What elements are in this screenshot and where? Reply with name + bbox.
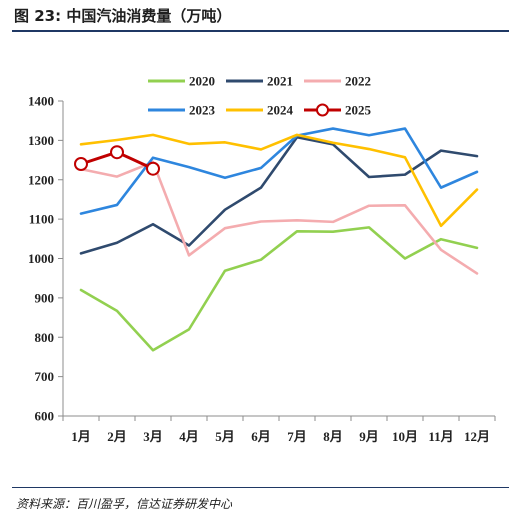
y-tick-label: 1400	[28, 94, 54, 109]
x-tick-label: 12月	[464, 429, 490, 444]
y-tick-label: 700	[35, 369, 55, 384]
series-2025	[74, 145, 160, 176]
data-point	[110, 145, 124, 160]
title-rule	[12, 30, 509, 32]
legend-label: 2023	[189, 103, 216, 118]
axes: 600 700 800 900 1000 1100 1200 1300 1400 1月 2月 3月 4月…	[28, 94, 496, 444]
x-tick-label: 2月	[107, 429, 127, 444]
x-tick-label: 5月	[215, 429, 235, 444]
y-tick-label: 800	[35, 330, 55, 345]
legend-label: 2024	[267, 103, 294, 118]
y-tick-label: 1000	[28, 251, 54, 266]
y-tick-label: 600	[35, 409, 55, 424]
series-line	[79, 226, 479, 352]
source-note: 资料来源：百川盈孚，信达证券研发中心	[16, 497, 233, 511]
source-rule	[12, 487, 509, 488]
legend: 2020 2021 2022 2023 2024 2025	[148, 74, 372, 118]
series-line	[79, 133, 479, 228]
legend-item-2025: 2025	[304, 103, 372, 118]
figure-title: 图 23: 中国汽油消费量（万吨）	[14, 7, 232, 25]
x-tick-label: 6月	[251, 429, 271, 444]
y-tick-label: 1300	[28, 133, 54, 148]
series-2021	[79, 135, 479, 255]
x-tick-label: 3月	[143, 429, 163, 444]
x-tick-label: 9月	[359, 429, 379, 444]
series-2020	[79, 226, 479, 352]
legend-item-2022: 2022	[304, 74, 371, 89]
legend-label: 2021	[267, 74, 293, 89]
line-chart: 2020 2021 2022 2023 2024 2025 600 700 800 900 100…	[28, 74, 496, 444]
y-tick-label: 900	[35, 290, 55, 305]
y-tick-label: 1100	[29, 212, 54, 227]
x-tick-label: 4月	[179, 429, 199, 444]
legend-item-2021: 2021	[226, 74, 293, 89]
legend-item-2023: 2023	[148, 103, 216, 118]
legend-label: 2022	[345, 74, 371, 89]
x-tick-label: 11月	[428, 429, 453, 444]
x-tick-label: 7月	[287, 429, 307, 444]
y-tick-label: 1200	[28, 172, 54, 187]
data-point	[74, 157, 88, 171]
x-tick-label: 10月	[392, 429, 418, 444]
x-tick-label: 1月	[71, 429, 91, 444]
legend-label: 2020	[189, 74, 215, 89]
legend-item-2024: 2024	[226, 103, 294, 118]
series-layer	[74, 127, 479, 352]
legend-label: 2025	[345, 103, 372, 118]
x-tick-label: 8月	[323, 429, 343, 444]
legend-item-2020: 2020	[148, 74, 215, 89]
data-point	[146, 161, 160, 176]
series-2024	[79, 133, 479, 228]
series-line	[79, 135, 479, 255]
legend-marker	[316, 103, 329, 117]
